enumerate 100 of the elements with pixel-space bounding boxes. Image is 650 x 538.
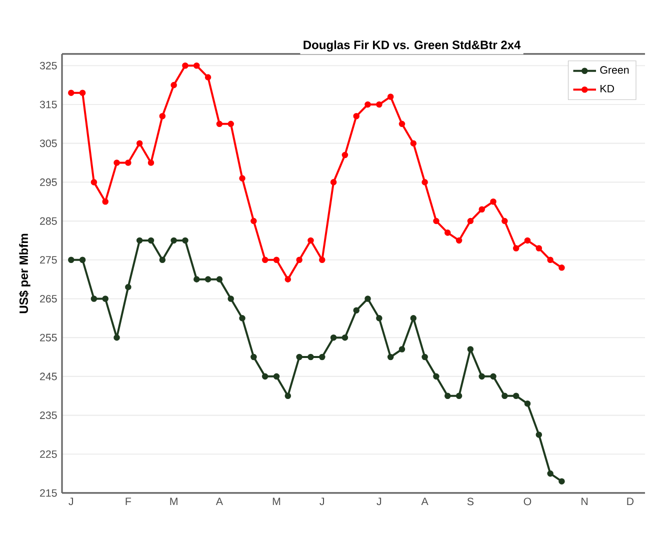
point: [376, 315, 382, 322]
point: [68, 90, 74, 96]
y-tick-label: 325: [40, 62, 57, 70]
point: [125, 160, 132, 166]
point: [148, 237, 154, 244]
point: [296, 354, 302, 360]
y-tick-label: 285: [40, 217, 57, 225]
point: [467, 218, 474, 224]
x-tick-label: J: [320, 498, 324, 506]
point: [558, 264, 565, 271]
point: [308, 354, 314, 360]
point: [536, 432, 542, 438]
x-tick-label: D: [627, 498, 634, 506]
x-tick-label: F: [126, 498, 132, 506]
point: [502, 392, 508, 399]
point: [125, 284, 132, 290]
point: [296, 256, 302, 264]
x-tick-label: A: [216, 498, 223, 506]
point: [478, 373, 485, 380]
point: [262, 256, 268, 264]
point: [250, 218, 257, 224]
point: [114, 160, 120, 166]
point: [433, 373, 440, 380]
point: [102, 198, 108, 205]
y-tick-label: 215: [40, 489, 57, 497]
x-tick-label: A: [421, 498, 428, 506]
y-tick-label: 315: [40, 100, 57, 108]
point: [284, 276, 292, 282]
point: [364, 101, 371, 108]
point: [159, 113, 166, 120]
point: [182, 62, 188, 69]
point: [547, 470, 554, 477]
point: [330, 179, 337, 186]
legend-label: Green: [600, 66, 629, 74]
point: [284, 392, 292, 399]
point: [273, 373, 280, 380]
point: [467, 346, 474, 352]
point: [398, 346, 406, 352]
y-tick-label: 225: [40, 450, 57, 458]
point: [148, 160, 154, 166]
point: [68, 256, 74, 264]
point: [170, 237, 177, 244]
y-tick-label: 305: [40, 140, 57, 148]
point: [194, 276, 200, 282]
point: [239, 175, 246, 182]
point: [444, 230, 451, 236]
x-tick-label: J: [376, 498, 382, 506]
point: [444, 392, 451, 399]
point: [330, 334, 337, 341]
point: [204, 276, 212, 282]
point: [318, 256, 326, 264]
point: [216, 276, 223, 282]
point: [376, 101, 382, 108]
point: [216, 120, 223, 128]
x-tick-label: M: [272, 498, 280, 506]
point: [410, 140, 417, 146]
point: [170, 82, 177, 88]
point: [318, 354, 326, 360]
point: [490, 198, 496, 205]
chart-title: Douglas Fir KD vs. Green Std&Btr 2x4: [304, 40, 521, 52]
point: [194, 62, 200, 69]
point: [512, 245, 520, 252]
point: [387, 94, 394, 100]
x-tick-label: M: [170, 498, 178, 506]
y-tick-label: 275: [40, 256, 57, 264]
point: [387, 354, 394, 360]
point: [228, 296, 234, 302]
point: [79, 90, 86, 96]
point: [159, 256, 166, 264]
point: [558, 478, 565, 484]
point: [342, 152, 348, 158]
point: [239, 315, 246, 322]
x-tick-label: J: [68, 498, 74, 506]
point: [262, 373, 268, 380]
point: [342, 334, 348, 341]
point: [79, 256, 86, 264]
point: [410, 315, 417, 322]
legend-label: KD: [600, 84, 614, 92]
point: [433, 218, 440, 224]
x-tick-label: O: [524, 498, 532, 506]
point: [456, 237, 462, 244]
point: [353, 307, 360, 314]
point: [114, 334, 120, 341]
point: [228, 120, 234, 128]
point: [524, 237, 531, 244]
point: [422, 354, 428, 360]
point: [136, 237, 143, 244]
point: [512, 392, 520, 399]
x-tick-label: N: [582, 498, 588, 506]
point: [250, 354, 257, 360]
point: [90, 296, 98, 302]
point: [456, 392, 462, 399]
x-tick-label: S: [467, 498, 474, 506]
y-tick-label: 265: [40, 294, 57, 303]
y-tick-label: 245: [40, 372, 57, 380]
point: [136, 140, 143, 146]
point: [524, 400, 531, 407]
point: [353, 113, 360, 120]
point: [90, 179, 98, 186]
point: [502, 218, 508, 224]
